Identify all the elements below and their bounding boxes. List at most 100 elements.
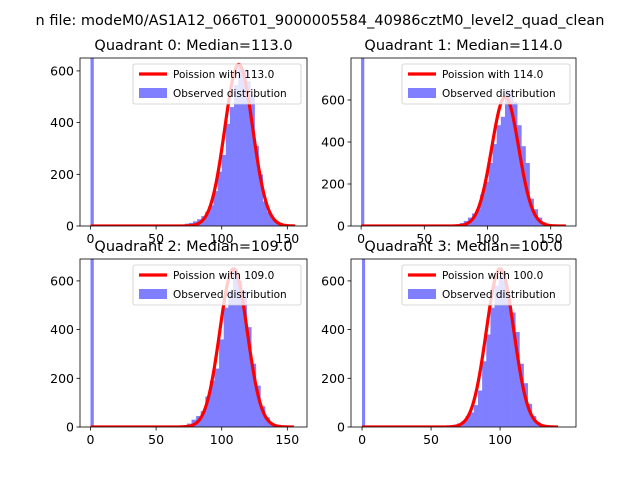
histogram-bar: [517, 125, 522, 226]
legend-line-label: Poission with 100.0: [442, 270, 543, 282]
histogram-bar: [258, 174, 263, 226]
poisson-curve: [360, 95, 567, 226]
plot-area: [89, 58, 297, 226]
quadrant-panel-3: 0 50 100 0 200 400 600 Quadrant 3: Median=100.0…: [321, 239, 577, 447]
axes-frame: [350, 258, 577, 428]
histogram-bar: [232, 268, 238, 427]
histogram-bar: [242, 70, 247, 226]
legend-bar-label: Observed distribution: [442, 289, 556, 301]
legend-box: [401, 264, 571, 306]
x-tick-label: 150: [275, 432, 299, 447]
y-tick-label: 400: [321, 322, 345, 337]
histogram-bar: [262, 201, 268, 226]
axes-frame: [79, 57, 308, 227]
poisson-curve: [89, 267, 295, 427]
x-tick-label: 0: [357, 231, 365, 246]
histogram-bar: [361, 58, 365, 226]
legend-line-label: Poission with 114.0: [442, 69, 543, 81]
legend: Poission with 113.0 Observed distribution: [132, 63, 302, 105]
x-tick-label: 50: [423, 432, 439, 447]
y-tick-label: 600: [321, 273, 345, 288]
histogram-bar: [509, 91, 514, 226]
histogram-bar: [234, 85, 239, 226]
plot-area: [360, 58, 567, 226]
legend-line-label: Poission with 109.0: [173, 270, 274, 282]
legend-bar-label: Observed distribution: [173, 88, 287, 100]
x-tick-label: 0: [87, 432, 95, 447]
legend: Poission with 100.0 Observed distribution: [401, 264, 571, 306]
histogram-bar: [500, 116, 506, 226]
panel-title: Quadrant 0: Median=113.0: [94, 38, 292, 54]
histogram-bar: [521, 146, 526, 226]
panel-title: Quadrant 2: Median=109.0: [94, 239, 292, 255]
x-tick-label: 50: [416, 231, 432, 246]
histogram-bar: [511, 312, 516, 427]
histogram-bar: [221, 154, 227, 226]
y-tick-label: 200: [50, 167, 74, 182]
legend: Poission with 109.0 Observed distribution: [132, 264, 302, 306]
histogram-bar: [229, 107, 235, 226]
y-tick-label: 200: [50, 371, 74, 386]
histogram-bar: [90, 58, 94, 226]
histogram-bar: [473, 405, 479, 427]
histogram-bar: [502, 280, 508, 427]
histogram-bar: [266, 211, 272, 226]
legend-bar-swatch: [139, 289, 167, 299]
histogram-bar: [250, 95, 255, 226]
panels: 0 50 100 150 0 200 400 600 Quadrant 0: Median=11…: [50, 38, 577, 447]
y-tick-label: 600: [321, 93, 345, 108]
x-tick-label: 0: [87, 231, 95, 246]
histogram-bar: [274, 222, 280, 226]
x-tick-label: 50: [148, 432, 164, 447]
histogram-bar: [237, 280, 243, 427]
histogram-bar: [477, 390, 483, 427]
histogram-bar: [486, 334, 491, 427]
quadrant-panel-2: 0 50 100 150 0 200 400 600 Quadrant 2: Median=10…: [50, 239, 308, 447]
legend-bar-label: Observed distribution: [442, 88, 556, 100]
legend-bar-label: Observed distribution: [173, 289, 287, 301]
legend-box: [132, 63, 302, 105]
histogram-bar: [490, 307, 495, 427]
x-tick-label: 150: [539, 231, 563, 246]
histogram-bar: [219, 339, 224, 427]
histogram-bar: [246, 81, 251, 226]
histogram-bar: [498, 276, 504, 427]
histogram-bar: [476, 209, 481, 226]
axes-frame: [79, 258, 308, 428]
histogram-bar: [223, 307, 229, 427]
histogram-bar: [504, 89, 510, 226]
y-tick-label: 0: [66, 219, 74, 234]
histogram-bar: [238, 65, 243, 226]
histogram-bar: [492, 144, 497, 226]
plot-area: [89, 259, 295, 427]
poisson-curve: [361, 267, 559, 427]
x-tick-label: 150: [275, 231, 299, 246]
histogram-bar: [472, 213, 477, 226]
y-tick-label: 0: [66, 420, 74, 435]
legend-bar-swatch: [408, 88, 436, 98]
histogram-bar: [529, 198, 534, 226]
legend-bar-swatch: [408, 289, 436, 299]
histogram-bar: [213, 191, 218, 226]
histogram-bar: [209, 380, 215, 427]
legend-box: [132, 264, 302, 306]
histogram-bar: [506, 300, 512, 427]
histogram-bar: [523, 383, 528, 427]
histogram-bar: [513, 102, 518, 226]
histogram-bar: [200, 411, 206, 427]
panel-title: Quadrant 1: Median=114.0: [364, 38, 562, 54]
histogram-bar: [484, 181, 489, 226]
quadrant-panel-1: 0 50 100 150 0 200 400 600 Quadrant 1: Median=11…: [321, 38, 577, 246]
histogram-bar: [270, 218, 276, 226]
y-tick-label: 600: [50, 273, 74, 288]
legend-line-label: Poission with 113.0: [173, 69, 274, 81]
histogram-bar: [494, 285, 499, 427]
histogram-bar: [519, 363, 524, 427]
x-tick-label: 100: [476, 231, 500, 246]
histogram-bar: [469, 412, 475, 427]
panel-title: Quadrant 3: Median=100.0: [364, 239, 562, 255]
legend-box: [401, 63, 571, 105]
histogram-bar: [251, 363, 257, 427]
y-tick-label: 600: [50, 63, 74, 78]
